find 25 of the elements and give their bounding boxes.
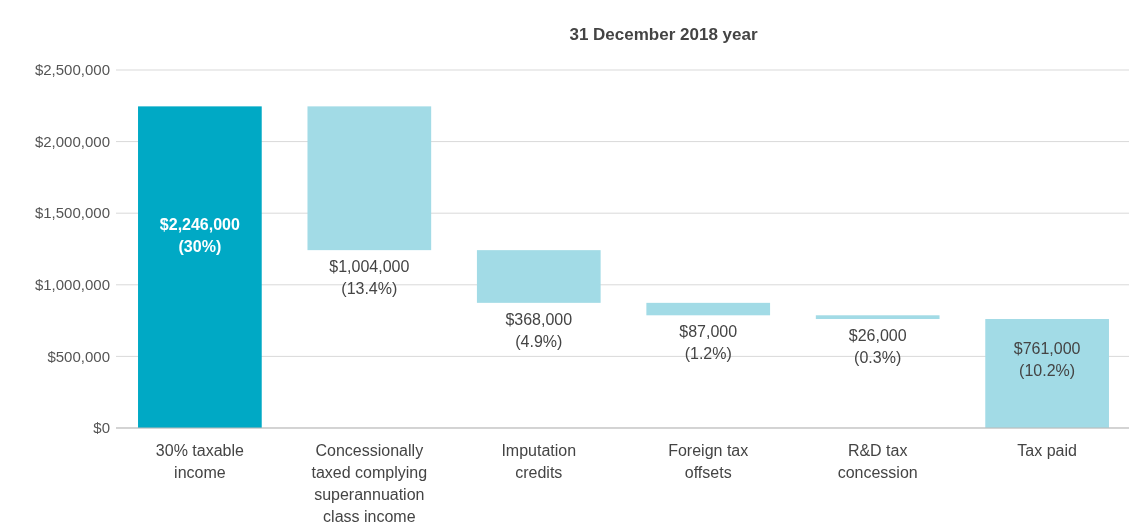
data-label: $2,246,000 (30%) (159, 216, 241, 256)
y-tick-label: $1,000,000 (34, 276, 110, 294)
y-tick-label: $2,000,000 (34, 132, 110, 150)
bar (307, 106, 432, 251)
data-label: $26,000 (0.3%) (848, 327, 907, 367)
data-label: $368,000 (4.9%) (505, 310, 573, 350)
x-tick-label: Imputation credits (501, 442, 577, 481)
x-tick-label: R&D tax concession (837, 442, 918, 481)
x-tick-label: Foreign tax offsets (668, 442, 749, 481)
bar (815, 315, 940, 320)
x-tick-label: 30% taxable income (155, 442, 245, 481)
x-tick-label: Tax paid (1017, 442, 1077, 459)
data-label: $87,000 (1.2%) (679, 323, 738, 363)
x-tick-label: Concessionally taxed complying superannuation class income (311, 442, 428, 525)
bar (476, 250, 601, 303)
y-tick-label: $2,500,000 (34, 61, 110, 79)
y-tick-label: $500,000 (47, 347, 110, 365)
bar (646, 302, 771, 316)
data-label: $1,004,000 (13.4%) (329, 258, 410, 298)
y-tick-label: $1,500,000 (34, 204, 110, 222)
y-tick-label: $0 (93, 419, 110, 437)
data-label: $761,000 (10.2%) (1013, 339, 1081, 379)
chart-title: 31 December 2018 year (569, 25, 758, 44)
bar (138, 106, 262, 428)
bar (985, 319, 1109, 428)
